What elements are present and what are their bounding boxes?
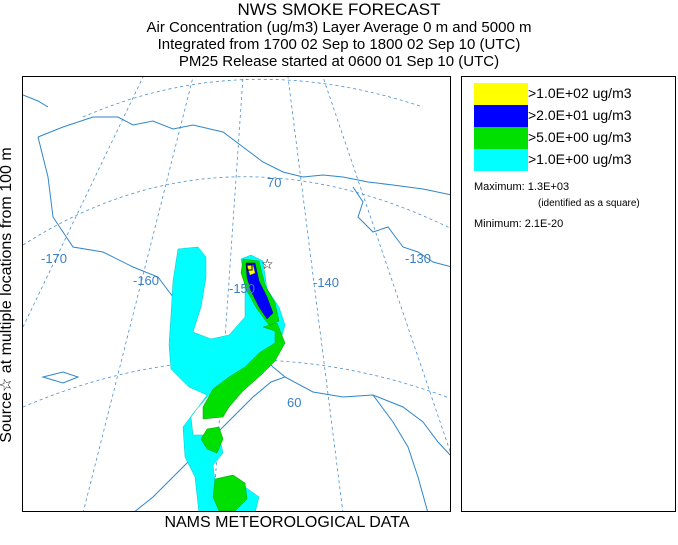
legend-swatch xyxy=(474,105,528,127)
latitude-80-line xyxy=(82,78,424,118)
gulf-coast xyxy=(284,376,450,456)
siberia-coast xyxy=(23,94,49,108)
source-side-label: Source☆ at multiple locations from 100 m xyxy=(0,147,15,443)
map-labels: -170 -160 -150 -140 -130 70 60 xyxy=(41,175,431,410)
legend-item: >1.0E+00 ug/m3 xyxy=(474,149,674,171)
st-lawrence-island xyxy=(41,371,80,384)
maximum-note: (identified as a square) xyxy=(538,198,640,209)
latitude-70-line xyxy=(23,176,450,246)
plume-green-patch-low xyxy=(212,474,248,511)
legend-swatch xyxy=(474,83,528,105)
lon-label-140: -140 xyxy=(313,275,339,290)
map-title: NWS SMOKE FORECAST xyxy=(237,0,441,19)
legend-label: >1.0E+02 ug/m3 xyxy=(528,85,632,101)
title-integration-line: Integrated from 1700 02 Sep to 1800 02 S… xyxy=(157,36,521,53)
canada-coast xyxy=(352,186,450,267)
smoke-plume: ☆ xyxy=(168,246,286,511)
legend-swatch xyxy=(474,127,528,149)
lat-label-60: 60 xyxy=(287,395,301,410)
title-release-line: PM25 Release started at 0600 01 Sep 10 (… xyxy=(178,53,500,70)
minimum-value: Minimum: 2.1E-20 xyxy=(474,218,564,230)
plume-green-patch-mid xyxy=(200,426,224,454)
legend-label: >5.0E+00 ug/m3 xyxy=(528,129,632,145)
title-concentration-line: Air Concentration (ug/m3) Layer Average … xyxy=(146,19,532,36)
longitude-160-line xyxy=(83,77,194,511)
legend-label: >1.0E+00 ug/m3 xyxy=(528,151,632,167)
meteorological-data-footer: NAMS METEOROLOGICAL DATA xyxy=(164,514,410,531)
longitude-170-line xyxy=(23,77,144,328)
maximum-value: Maximum: 1.3E+03 xyxy=(474,181,570,193)
legend-swatch xyxy=(474,149,528,171)
legend-item: >2.0E+01 ug/m3 xyxy=(474,105,674,127)
panhandle-coast xyxy=(372,394,428,511)
longitude-130-line xyxy=(322,77,450,453)
lon-label-170: -170 xyxy=(41,251,67,266)
legend-item: >5.0E+00 ug/m3 xyxy=(474,127,674,149)
legend-panel: >1.0E+02 ug/m3 >2.0E+01 ug/m3 >5.0E+00 u… xyxy=(461,76,676,512)
title-block: NWS SMOKE FORECAST Air Concentration (ug… xyxy=(0,0,678,70)
legend-item: >1.0E+02 ug/m3 xyxy=(474,83,674,105)
alaska-north-coast xyxy=(37,116,450,196)
maximum-square-marker xyxy=(246,264,253,271)
smoke-map: ☆ -170 -160 -150 -140 -130 70 60 xyxy=(23,77,450,511)
legend-label: >2.0E+01 ug/m3 xyxy=(528,107,632,123)
plume-cyan-layer xyxy=(168,246,286,511)
coastlines xyxy=(23,94,450,511)
map-panel: ☆ -170 -160 -150 -140 -130 70 60 xyxy=(22,76,451,512)
longitude-140-line xyxy=(287,77,344,511)
plume-blue-layer xyxy=(245,262,274,320)
plume-green-layer xyxy=(202,322,286,420)
lat-label-70: 70 xyxy=(267,175,281,190)
lon-label-130: -130 xyxy=(405,251,431,266)
source-star-marker: ☆ xyxy=(261,257,274,273)
lon-label-150: -150 xyxy=(229,281,255,296)
lon-label-160: -160 xyxy=(133,273,159,288)
